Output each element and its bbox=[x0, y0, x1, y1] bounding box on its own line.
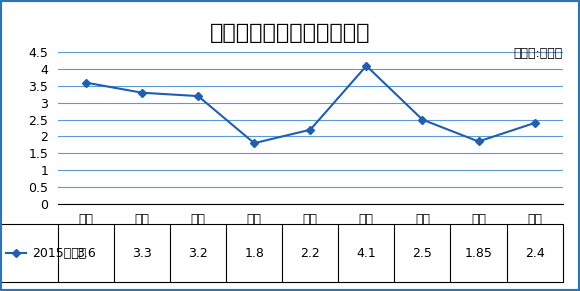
Text: 2.4: 2.4 bbox=[525, 247, 545, 260]
Text: 3.3: 3.3 bbox=[132, 247, 152, 260]
Text: 3.2: 3.2 bbox=[188, 247, 208, 260]
Text: 2.2: 2.2 bbox=[300, 247, 320, 260]
Text: 2015款优惠: 2015款优惠 bbox=[32, 247, 86, 260]
Text: 4.1: 4.1 bbox=[357, 247, 376, 260]
Text: （单位:万元）: （单位:万元） bbox=[513, 47, 563, 60]
Text: 1.85: 1.85 bbox=[465, 247, 492, 260]
Text: 2.5: 2.5 bbox=[412, 247, 432, 260]
Text: 大众途观各地区优惠对比图: 大众途观各地区优惠对比图 bbox=[210, 23, 370, 43]
Text: 1.8: 1.8 bbox=[244, 247, 264, 260]
Text: 3.6: 3.6 bbox=[76, 247, 96, 260]
